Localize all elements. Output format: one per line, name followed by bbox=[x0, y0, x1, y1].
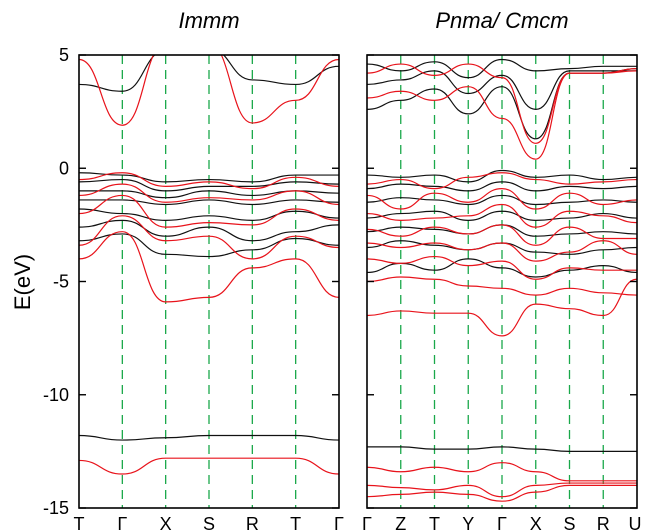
band-line-black bbox=[79, 434, 339, 441]
band-line-red bbox=[367, 224, 637, 246]
band-line-red bbox=[367, 484, 637, 502]
band-line-black bbox=[79, 172, 339, 183]
panel-frame-pnma-cmcm bbox=[366, 54, 638, 509]
band-line-red bbox=[367, 482, 637, 498]
band-line-black bbox=[79, 55, 339, 92]
band-line-black bbox=[367, 181, 637, 192]
k-point-label: Z bbox=[395, 514, 406, 532]
k-point-label: S bbox=[203, 514, 215, 532]
band-line-red bbox=[367, 276, 637, 296]
band-line-red bbox=[367, 203, 637, 228]
panel-title-pnma-cmcm: Pnma/ Cmcm bbox=[435, 8, 568, 33]
y-axis-label: E(eV) bbox=[10, 254, 35, 310]
y-tick-label: 5 bbox=[59, 45, 69, 65]
band-line-black bbox=[79, 178, 339, 192]
k-point-label: S bbox=[563, 514, 575, 532]
band-line-black bbox=[79, 219, 339, 242]
band-line-black bbox=[367, 70, 637, 110]
k-point-label: R bbox=[597, 514, 610, 532]
panel-title-immm: Immm bbox=[178, 8, 239, 33]
band-line-black bbox=[79, 208, 339, 221]
band-line-red bbox=[79, 457, 339, 475]
band-line-red bbox=[367, 255, 637, 280]
band-line-black bbox=[79, 199, 339, 206]
band-line-red bbox=[79, 172, 339, 190]
k-point-label: U bbox=[629, 514, 642, 532]
band-line-red bbox=[79, 55, 339, 126]
band-line-red bbox=[79, 183, 339, 206]
k-point-label: R bbox=[246, 514, 259, 532]
k-point-label: X bbox=[530, 514, 542, 532]
band-line-red bbox=[367, 462, 637, 482]
band-line-black bbox=[79, 233, 339, 258]
k-point-label: T bbox=[429, 514, 440, 532]
band-line-black bbox=[367, 258, 637, 278]
panel-frame-immm bbox=[78, 54, 340, 509]
band-line-red bbox=[367, 67, 637, 160]
k-point-label: T bbox=[74, 514, 85, 532]
k-point-label: Γ bbox=[334, 514, 344, 532]
band-line-black bbox=[367, 194, 637, 206]
band-line-red bbox=[367, 188, 637, 210]
k-point-label: Y bbox=[462, 514, 474, 532]
k-point-label: Γ bbox=[497, 514, 507, 532]
k-point-label: T bbox=[290, 514, 301, 532]
band-line-black bbox=[367, 446, 637, 452]
y-tick-label: -15 bbox=[43, 498, 69, 518]
k-point-label: Γ bbox=[362, 514, 372, 532]
band-line-red bbox=[79, 231, 339, 303]
band-line-red bbox=[79, 194, 339, 228]
band-line-red bbox=[367, 172, 637, 190]
y-tick-label: 0 bbox=[59, 158, 69, 178]
band-line-red bbox=[367, 278, 637, 337]
k-point-label: X bbox=[160, 514, 172, 532]
band-line-red bbox=[367, 240, 637, 262]
y-tick-label: -10 bbox=[43, 385, 69, 405]
band-line-red bbox=[79, 215, 339, 260]
band-line-black bbox=[367, 58, 637, 79]
y-tick-label: -5 bbox=[53, 272, 69, 292]
k-point-label: Γ bbox=[117, 514, 127, 532]
band-line-black bbox=[367, 169, 637, 183]
